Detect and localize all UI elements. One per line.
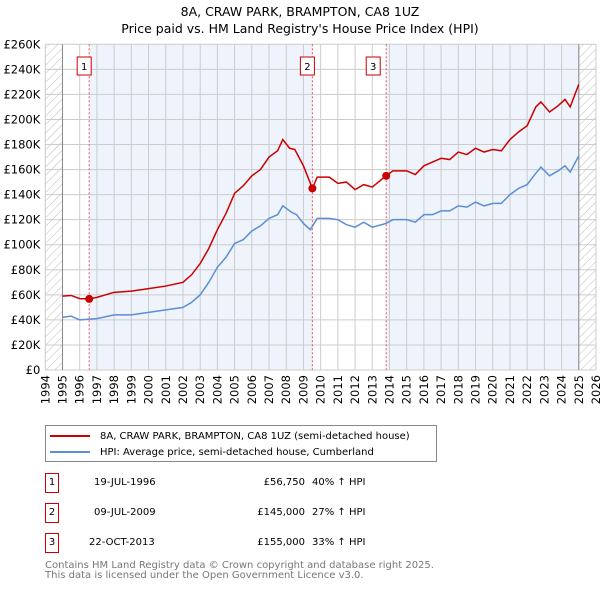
hatched-region-after <box>578 44 596 371</box>
x-tick-label: 2025 <box>572 375 586 404</box>
x-tick-label: 2001 <box>159 375 173 404</box>
sale-label-box <box>365 56 381 76</box>
x-tick-label: 2021 <box>503 375 517 404</box>
legend: 8A, CRAW PARK, BRAMPTON, CA8 1UZ (semi-d… <box>45 425 437 462</box>
sale-date: 19-JUL-1996 <box>94 477 156 488</box>
x-tick-label: 2022 <box>520 375 534 404</box>
x-tick-label: 2003 <box>193 375 207 404</box>
sale-label-box <box>76 56 92 76</box>
y-tick-label: £260K <box>3 37 40 51</box>
x-tick-label: 2005 <box>228 375 242 404</box>
y-tick-label: £180K <box>3 138 40 152</box>
legend-blue-line <box>50 451 90 453</box>
x-tick-label: 2008 <box>279 375 293 404</box>
sale-point <box>382 171 391 180</box>
y-tick-label: £240K <box>3 62 40 76</box>
sale-price: £56,750 <box>263 477 305 488</box>
shaded-region <box>386 44 579 371</box>
footer: Contains HM Land Registry data © Crown c… <box>45 561 434 581</box>
x-tick-label: 1995 <box>56 375 70 404</box>
x-tick-label: 2019 <box>469 375 483 404</box>
x-tick-label: 2002 <box>176 375 190 404</box>
x-tick-label: 1999 <box>124 375 138 404</box>
chart-subtitle: Price paid vs. HM Land Registry's House … <box>121 21 479 36</box>
footer-line-1: Contains HM Land Registry data © Crown c… <box>45 560 434 571</box>
x-tick-label: 2015 <box>400 375 414 404</box>
y-tick-label: £200K <box>3 112 40 126</box>
y-tick-label: £80K <box>11 263 41 277</box>
sale-label: 3 <box>370 62 376 73</box>
y-tick-label: £100K <box>3 238 40 252</box>
x-tick-label: 2024 <box>555 375 569 404</box>
x-tick-label: 1996 <box>73 375 87 404</box>
hatched-region-before <box>45 44 63 371</box>
x-tick-label: 2010 <box>314 375 328 404</box>
x-tick-label: 2018 <box>451 375 465 404</box>
sale-row: 3 22-OCT-2013 £155,000 33% ↑ HPI <box>45 533 465 553</box>
sale-date: 09-JUL-2009 <box>94 507 156 518</box>
sale-point <box>85 294 94 303</box>
shaded-region <box>89 44 313 371</box>
y-tick-label: £120K <box>3 213 40 227</box>
legend-label-property: 8A, CRAW PARK, BRAMPTON, CA8 1UZ (semi-d… <box>100 430 410 442</box>
x-tick-label: 1998 <box>107 375 121 404</box>
sale-price: £145,000 <box>257 507 305 518</box>
x-tick-label: 2016 <box>417 375 431 404</box>
x-tick-label: 1994 <box>38 375 52 404</box>
y-tick-label: £0 <box>26 363 41 377</box>
y-tick-label: £40K <box>11 313 41 327</box>
x-tick-label: 2011 <box>331 375 345 404</box>
sale-hpi: 27% ↑ HPI <box>312 507 366 518</box>
sale-label: 2 <box>304 62 310 73</box>
sale-number: 3 <box>45 533 59 553</box>
chart-title: 8A, CRAW PARK, BRAMPTON, CA8 1UZ <box>180 4 420 19</box>
legend-red-line <box>50 435 90 437</box>
y-tick-label: £140K <box>3 188 40 202</box>
hpi-line <box>62 155 580 321</box>
x-tick-label: 2014 <box>382 375 396 404</box>
x-tick-label: 2026 <box>589 375 600 404</box>
x-tick-label: 2013 <box>365 375 379 404</box>
sale-label-box <box>299 56 315 76</box>
sale-row: 2 09-JUL-2009 £145,000 27% ↑ HPI <box>45 503 465 523</box>
x-tick-label: 1997 <box>90 375 104 404</box>
x-tick-label: 2000 <box>142 375 156 404</box>
sale-number: 2 <box>45 503 59 523</box>
sale-row: 1 19-JUL-1996 £56,750 40% ↑ HPI <box>45 473 465 493</box>
y-tick-label: £20K <box>11 338 41 352</box>
sale-number: 1 <box>45 473 59 493</box>
x-tick-label: 2017 <box>434 375 448 404</box>
x-tick-label: 2023 <box>537 375 551 404</box>
y-tick-label: £220K <box>3 87 40 101</box>
sale-price: £155,000 <box>257 537 305 548</box>
x-tick-label: 2009 <box>296 375 310 404</box>
footer-line-2: This data is licensed under the Open Gov… <box>45 570 364 581</box>
sale-hpi: 40% ↑ HPI <box>312 477 366 488</box>
sale-date: 22-OCT-2013 <box>89 537 155 548</box>
x-tick-label: 2020 <box>486 375 500 404</box>
sale-hpi: 33% ↑ HPI <box>312 537 366 548</box>
x-tick-label: 2007 <box>262 375 276 404</box>
plot-area: 1994 1995 1996 1997 1998 1999 2000 2001 2002 2003… <box>3 37 600 404</box>
sale-label: 1 <box>81 62 87 73</box>
x-tick-label: 2004 <box>210 375 224 404</box>
sale-point <box>308 184 317 193</box>
y-tick-label: £60K <box>11 288 41 302</box>
x-tick-label: 2012 <box>348 375 362 404</box>
legend-label-hpi: HPI: Average price, semi-detached house,… <box>100 446 374 458</box>
x-tick-label: 2006 <box>245 375 259 404</box>
y-tick-label: £160K <box>3 163 40 177</box>
price-paid-line <box>62 84 580 300</box>
